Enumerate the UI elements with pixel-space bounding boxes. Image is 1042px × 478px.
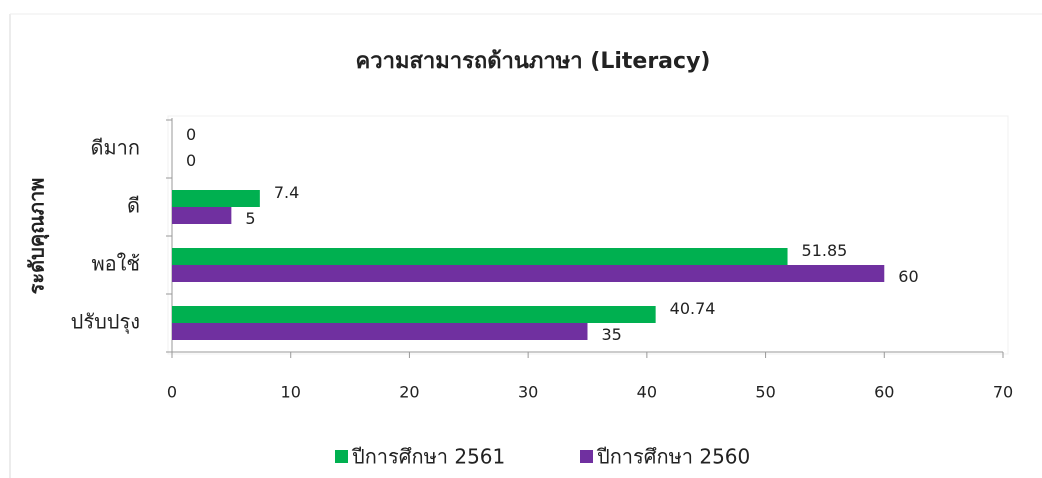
legend-label: ปีการศึกษา 2560: [597, 445, 751, 469]
x-tick-label: 0: [167, 383, 177, 402]
bar: [172, 323, 588, 340]
data-label: 40.74: [670, 299, 716, 318]
x-tick-label: 10: [281, 383, 301, 402]
y-axis-label: ระดับคุณภาพ: [25, 178, 50, 295]
legend-swatch: [335, 450, 348, 463]
data-label: 35: [602, 325, 622, 344]
data-label: 0: [186, 125, 196, 144]
data-label: 5: [245, 209, 255, 228]
x-tick-label: 40: [637, 383, 657, 402]
bar: [172, 265, 885, 282]
bar: [172, 207, 232, 224]
x-tick-label: 30: [518, 383, 538, 402]
bar: [172, 190, 260, 207]
bar: [172, 306, 656, 323]
y-tick-label: ดีมาก: [90, 136, 140, 160]
y-tick-label: ดี: [127, 194, 140, 218]
chart-title: ความสามารถด้านภาษา (Literacy): [356, 49, 711, 74]
data-label: 60: [898, 267, 918, 286]
y-tick-label: ปรับปรุง: [71, 310, 140, 335]
legend-swatch: [580, 450, 593, 463]
data-label: 51.85: [802, 241, 848, 260]
legend-label: ปีการศึกษา 2561: [352, 445, 506, 469]
y-tick-label: พอใช้: [91, 252, 140, 276]
x-tick-label: 50: [755, 383, 775, 402]
x-tick-label: 60: [874, 383, 894, 402]
x-tick-label: 70: [993, 383, 1013, 402]
data-label: 0: [186, 151, 196, 170]
x-tick-label: 20: [399, 383, 419, 402]
data-label: 7.4: [274, 183, 299, 202]
bar: [172, 248, 788, 265]
